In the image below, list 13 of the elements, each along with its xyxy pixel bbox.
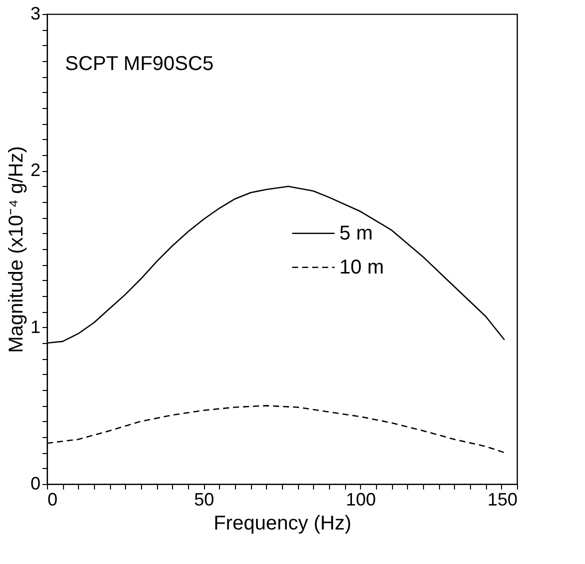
y-tick-label: 2 [30,160,40,180]
y-axis-title: Magnitude (x10⁻⁴ g/Hz) [5,146,28,353]
y-tick-label: 0 [30,474,40,494]
y-tick-label: 1 [30,316,40,337]
x-tick-label: 150 [487,490,518,510]
x-axis-title: Frequency (Hz) [214,512,352,534]
legend-label: 5 m [339,222,373,244]
legend-label: 10 m [339,256,384,278]
annotation: SCPT MF90SC5 [65,53,214,75]
x-tick-label: 100 [346,490,376,510]
y-tick-label: 3 [30,4,40,24]
x-tick-label: 50 [194,490,214,510]
x-tick-label: 0 [48,490,58,510]
